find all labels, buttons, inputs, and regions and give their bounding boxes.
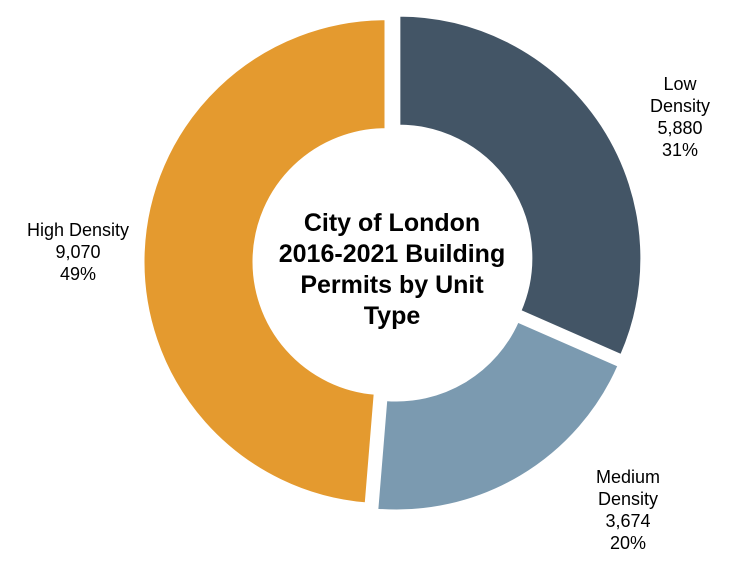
percentage-label: 31% — [661, 140, 699, 160]
slice — [141, 17, 388, 506]
category-label: Medium Density — [595, 467, 661, 509]
percentage-label: 49% — [59, 264, 97, 284]
value-label: 3,674 — [605, 511, 651, 531]
value-label: 5,880 — [657, 118, 703, 138]
category-label: Low Density — [649, 74, 711, 116]
category-label: High Density — [26, 220, 130, 240]
percentage-label: 20% — [609, 533, 647, 553]
slice-label: Low Density 5,880 31% — [647, 73, 714, 161]
chart-title: City of London 2016-2021 Building Permit… — [278, 209, 506, 330]
slice-label: Medium Density 3,674 20% — [583, 466, 673, 554]
slice-label: High Density 9,070 49% — [27, 219, 129, 285]
slice — [397, 13, 644, 358]
slice — [375, 319, 622, 513]
value-label: 9,070 — [55, 242, 101, 262]
